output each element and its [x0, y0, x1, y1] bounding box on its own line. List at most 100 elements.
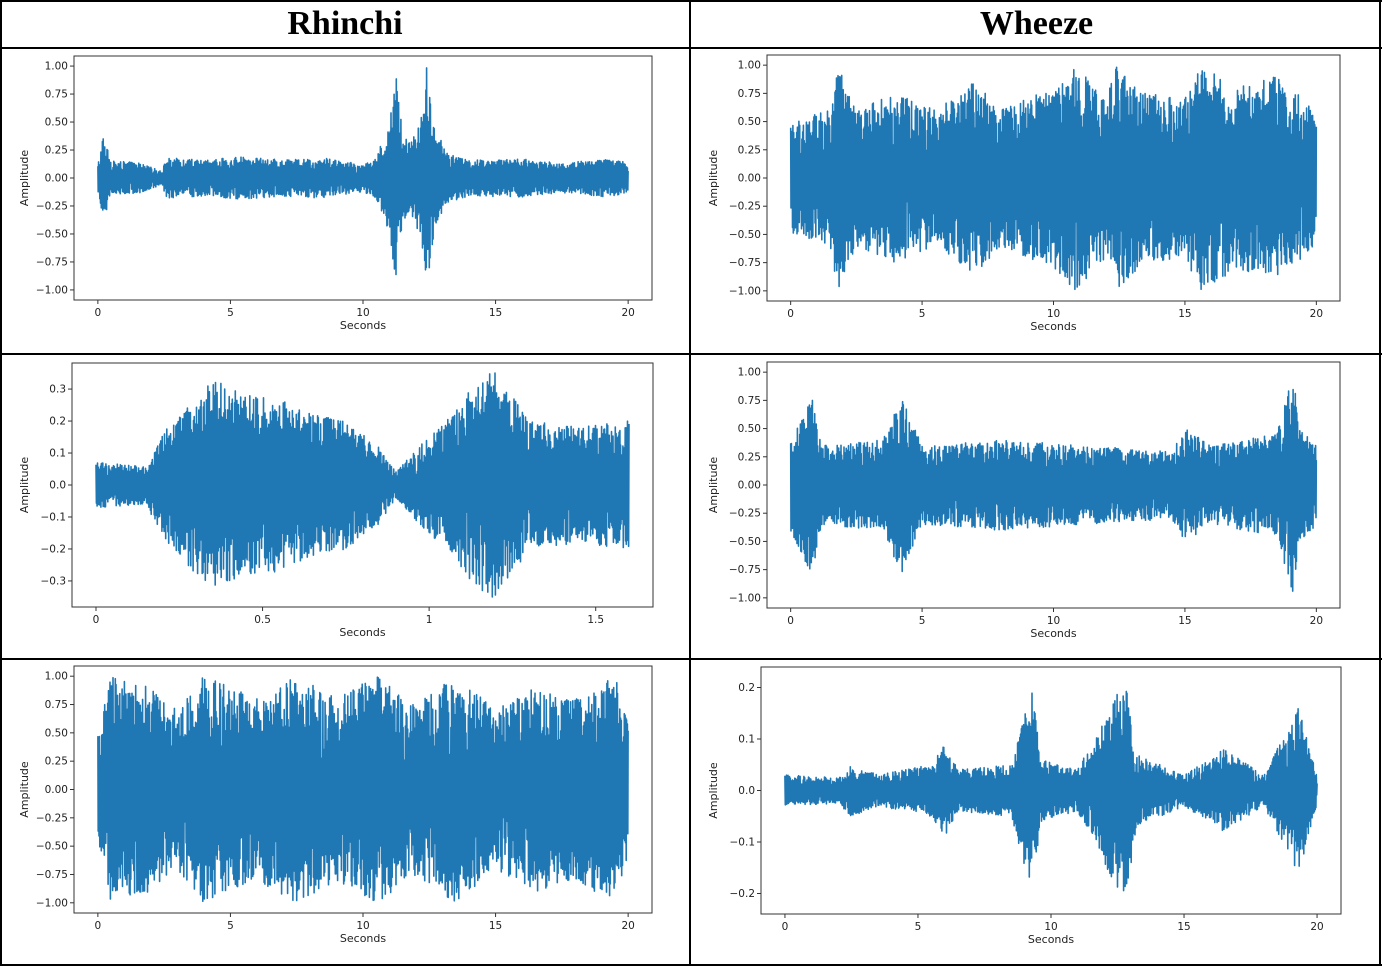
y-tick-label: −0.25	[36, 200, 68, 212]
y-tick-label: −0.75	[36, 256, 68, 268]
y-tick-label: −0.50	[729, 536, 761, 548]
y-tick-label: 0.50	[45, 117, 68, 129]
y-tick-label: 0.3	[49, 384, 66, 396]
row-divider-1	[0, 353, 1382, 355]
y-tick-label: −1.00	[729, 592, 761, 604]
y-axis-label: Amplitude	[18, 150, 31, 207]
x-tick-label: 0.5	[254, 614, 271, 626]
y-tick-label: −0.2	[730, 888, 756, 900]
y-tick-label: 0.1	[49, 448, 66, 460]
x-axis-label: Seconds	[1028, 933, 1074, 946]
x-tick-label: 15	[1178, 615, 1191, 627]
x-tick-label: 0	[787, 615, 794, 627]
y-tick-label: 1.00	[45, 61, 68, 73]
y-tick-label: 1.00	[45, 671, 68, 683]
x-axis-label: Seconds	[339, 626, 385, 639]
y-tick-label: −0.50	[36, 841, 68, 853]
chart-wheeze-1: 0 5 10 15 20 1.00 0.75 0.50 0.25 0.00 −0.25 −0.50 −0…	[691, 49, 1379, 353]
x-tick-label: 5	[919, 308, 926, 320]
waveform-svg: 0 5 10 15 20 1.00 0.75 0.50 0.25 0.00 −0.25 −0.50 −0…	[18, 55, 653, 332]
y-tick-label: 0.2	[49, 416, 66, 428]
waveform-svg: 0 5 10 15 20 0.2 0.1 0.0 −0.1 −0.2 Seconds Amplitud…	[707, 666, 1342, 946]
waveform-svg: 0 0.5 1 1.5 0.3 0.2 0.1 0.0 −0.1 −0.2 −0.3 Seconds A…	[18, 362, 654, 639]
y-tick-label: 0.75	[738, 395, 761, 407]
chart-wheeze-2: 0 5 10 15 20 1.00 0.75 0.50 0.25 0.00 −0.25 −0.50 −0…	[691, 355, 1379, 658]
x-tick-label: 15	[489, 307, 502, 319]
y-tick-label: 0.50	[738, 423, 761, 435]
y-tick-label: −0.75	[729, 257, 761, 269]
x-axis-label: Seconds	[1030, 320, 1076, 333]
y-tick-label: −1.00	[729, 285, 761, 297]
y-tick-label: 0.00	[45, 784, 68, 796]
x-tick-label: 15	[489, 920, 502, 932]
y-tick-label: −0.25	[729, 201, 761, 213]
chart-rhinchi-1: 0 5 10 15 20 1.00 0.75 0.50 0.25 0.00 −0.25 −0.50 −0…	[2, 49, 689, 353]
x-axis-label: Seconds	[340, 319, 386, 332]
y-tick-label: 0.0	[49, 480, 66, 492]
x-tick-label: 5	[915, 921, 922, 933]
chart-wheeze-3: 0 5 10 15 20 0.2 0.1 0.0 −0.1 −0.2 Seconds Amplitud…	[691, 660, 1379, 964]
x-tick-label: 10	[356, 307, 369, 319]
table-top-border	[0, 0, 1382, 2]
waveform-svg: 0 5 10 15 20 1.00 0.75 0.50 0.25 0.00 −0.25 −0.50 −0…	[707, 54, 1341, 333]
x-axis-label: Seconds	[340, 932, 386, 945]
y-tick-label: 0.0	[738, 785, 755, 797]
chart-rhinchi-3: 0 5 10 15 20 1.00 0.75 0.50 0.25 0.00 −0.25 −0.50 −0…	[2, 660, 689, 964]
y-tick-label: 0.25	[738, 144, 761, 156]
y-tick-label: 1.00	[738, 367, 761, 379]
y-tick-label: −0.1	[730, 837, 756, 849]
x-tick-label: 1	[426, 614, 433, 626]
y-tick-label: −1.00	[36, 897, 68, 909]
y-tick-label: 0.00	[45, 173, 68, 185]
y-axis-label: Amplitude	[18, 761, 31, 818]
y-tick-label: −0.25	[729, 508, 761, 520]
y-tick-label: 0.25	[45, 756, 68, 768]
x-tick-label: 20	[621, 920, 634, 932]
header-divider	[0, 47, 1382, 49]
x-tick-label: 15	[1177, 921, 1190, 933]
y-tick-label: 0.1	[738, 733, 755, 745]
y-tick-label: −0.50	[729, 229, 761, 241]
table-bottom-border	[0, 964, 1382, 966]
x-tick-label: 5	[919, 615, 926, 627]
y-tick-label: 0.75	[45, 699, 68, 711]
y-tick-label: 0.00	[738, 173, 761, 185]
y-tick-label: −0.2	[41, 543, 67, 555]
y-tick-label: −0.75	[36, 869, 68, 881]
x-tick-label: 5	[227, 920, 234, 932]
y-tick-label: −0.25	[36, 812, 68, 824]
y-tick-label: −1.00	[36, 284, 68, 296]
x-axis-label: Seconds	[1030, 627, 1076, 640]
x-tick-label: 20	[621, 307, 634, 319]
x-tick-label: 0	[93, 614, 100, 626]
y-axis-label: Amplitude	[707, 150, 720, 207]
y-axis-label: Amplitude	[18, 457, 31, 514]
y-tick-label: −0.75	[729, 564, 761, 576]
chart-rhinchi-2: 0 0.5 1 1.5 0.3 0.2 0.1 0.0 −0.1 −0.2 −0.3 Seconds A…	[2, 355, 689, 658]
y-tick-label: 0.50	[45, 727, 68, 739]
x-tick-label: 20	[1310, 615, 1323, 627]
y-axis-label: Amplitude	[707, 457, 720, 514]
table-left-border	[0, 0, 2, 966]
y-tick-label: 1.00	[738, 60, 761, 72]
waveform-line	[784, 690, 1318, 892]
x-tick-label: 10	[1044, 921, 1057, 933]
x-tick-label: 10	[356, 920, 369, 932]
row-divider-2	[0, 658, 1382, 660]
column-divider	[689, 0, 691, 966]
y-tick-label: 0.2	[738, 682, 755, 694]
x-tick-label: 1.5	[587, 614, 604, 626]
y-tick-label: 0.00	[738, 480, 761, 492]
x-tick-label: 0	[782, 921, 789, 933]
column-header-wheeze: Wheeze	[979, 5, 1094, 42]
waveform-line	[95, 372, 630, 598]
waveform-line	[789, 388, 1318, 592]
x-tick-label: 5	[227, 307, 234, 319]
x-tick-label: 20	[1310, 921, 1323, 933]
waveform-svg: 0 5 10 15 20 1.00 0.75 0.50 0.25 0.00 −0.25 −0.50 −0…	[707, 361, 1341, 640]
x-tick-label: 0	[787, 308, 794, 320]
y-tick-label: 0.25	[45, 145, 68, 157]
x-tick-label: 20	[1310, 308, 1323, 320]
y-tick-label: 0.75	[738, 88, 761, 100]
x-tick-label: 10	[1047, 308, 1060, 320]
